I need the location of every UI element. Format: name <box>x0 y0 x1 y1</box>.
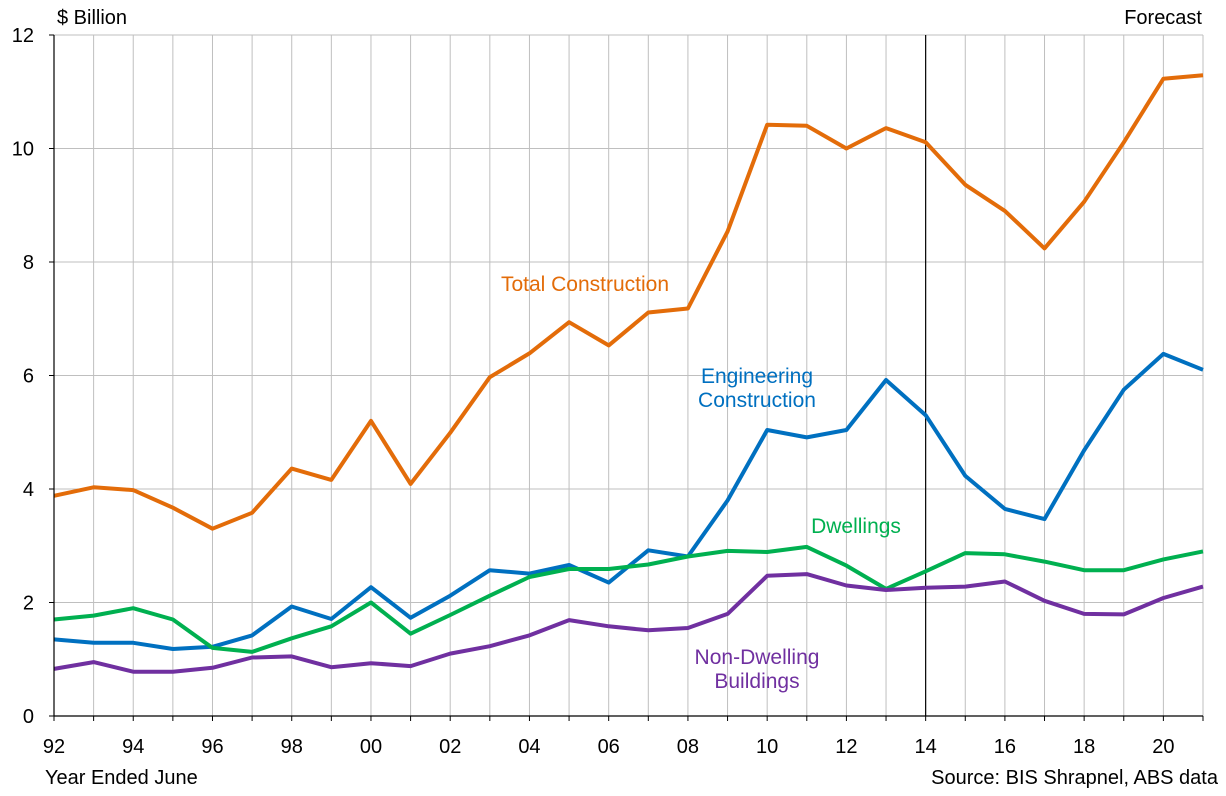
y-tick-label: 6 <box>23 366 34 388</box>
series-label: Construction <box>698 389 816 412</box>
x-tick-label: 92 <box>43 736 65 758</box>
y-tick-label: 10 <box>12 139 34 161</box>
series-label: Total Construction <box>501 273 669 296</box>
series-line-engineering-construction <box>53 351 1204 651</box>
y-tick-label: 0 <box>23 706 34 728</box>
series-non-dwelling-buildings <box>53 572 1204 674</box>
series-label: Dwellings <box>811 515 901 538</box>
series-total-construction <box>53 73 1204 531</box>
series-label: Non-Dwelling <box>695 646 820 669</box>
series-dwellings <box>53 544 1204 654</box>
series-line-total-construction <box>53 73 1204 531</box>
series-labels: Total Construction EngineeringConstructio… <box>501 273 901 693</box>
x-tick-label: 02 <box>439 736 461 758</box>
series-label: Engineering <box>701 365 813 388</box>
y-tick-label: 4 <box>23 479 34 501</box>
source-note: Source: BIS Shrapnel, ABS data <box>931 767 1219 789</box>
x-tick-label: 16 <box>994 736 1016 758</box>
x-tick-label: 18 <box>1073 736 1095 758</box>
x-tick-label: 10 <box>756 736 778 758</box>
grid <box>54 34 1204 716</box>
x-tick-label: 20 <box>1152 736 1174 758</box>
x-tick-label: 04 <box>518 736 540 758</box>
y-tick-label: 2 <box>23 593 34 615</box>
forecast-label: Forecast <box>1124 7 1202 29</box>
x-tick-label: 06 <box>598 736 620 758</box>
series-line-dwellings <box>53 544 1204 654</box>
x-tick-label: 98 <box>281 736 303 758</box>
series-layer <box>53 73 1204 674</box>
series-line-non-dwelling-buildings <box>53 572 1204 674</box>
x-axis-label: Year Ended June <box>45 767 198 789</box>
series-engineering-construction <box>53 351 1204 651</box>
y-tick-label: 8 <box>23 252 34 274</box>
x-tick-label: 96 <box>201 736 223 758</box>
x-tick-label: 14 <box>915 736 937 758</box>
x-tick-label: 08 <box>677 736 699 758</box>
x-tick-label: 94 <box>122 736 144 758</box>
y-unit-label: $ Billion <box>57 7 127 29</box>
axes <box>49 34 1204 721</box>
x-tick-label: 12 <box>835 736 857 758</box>
y-tick-label: 12 <box>12 25 34 47</box>
x-tick-label: 00 <box>360 736 382 758</box>
series-label: Buildings <box>714 670 799 693</box>
